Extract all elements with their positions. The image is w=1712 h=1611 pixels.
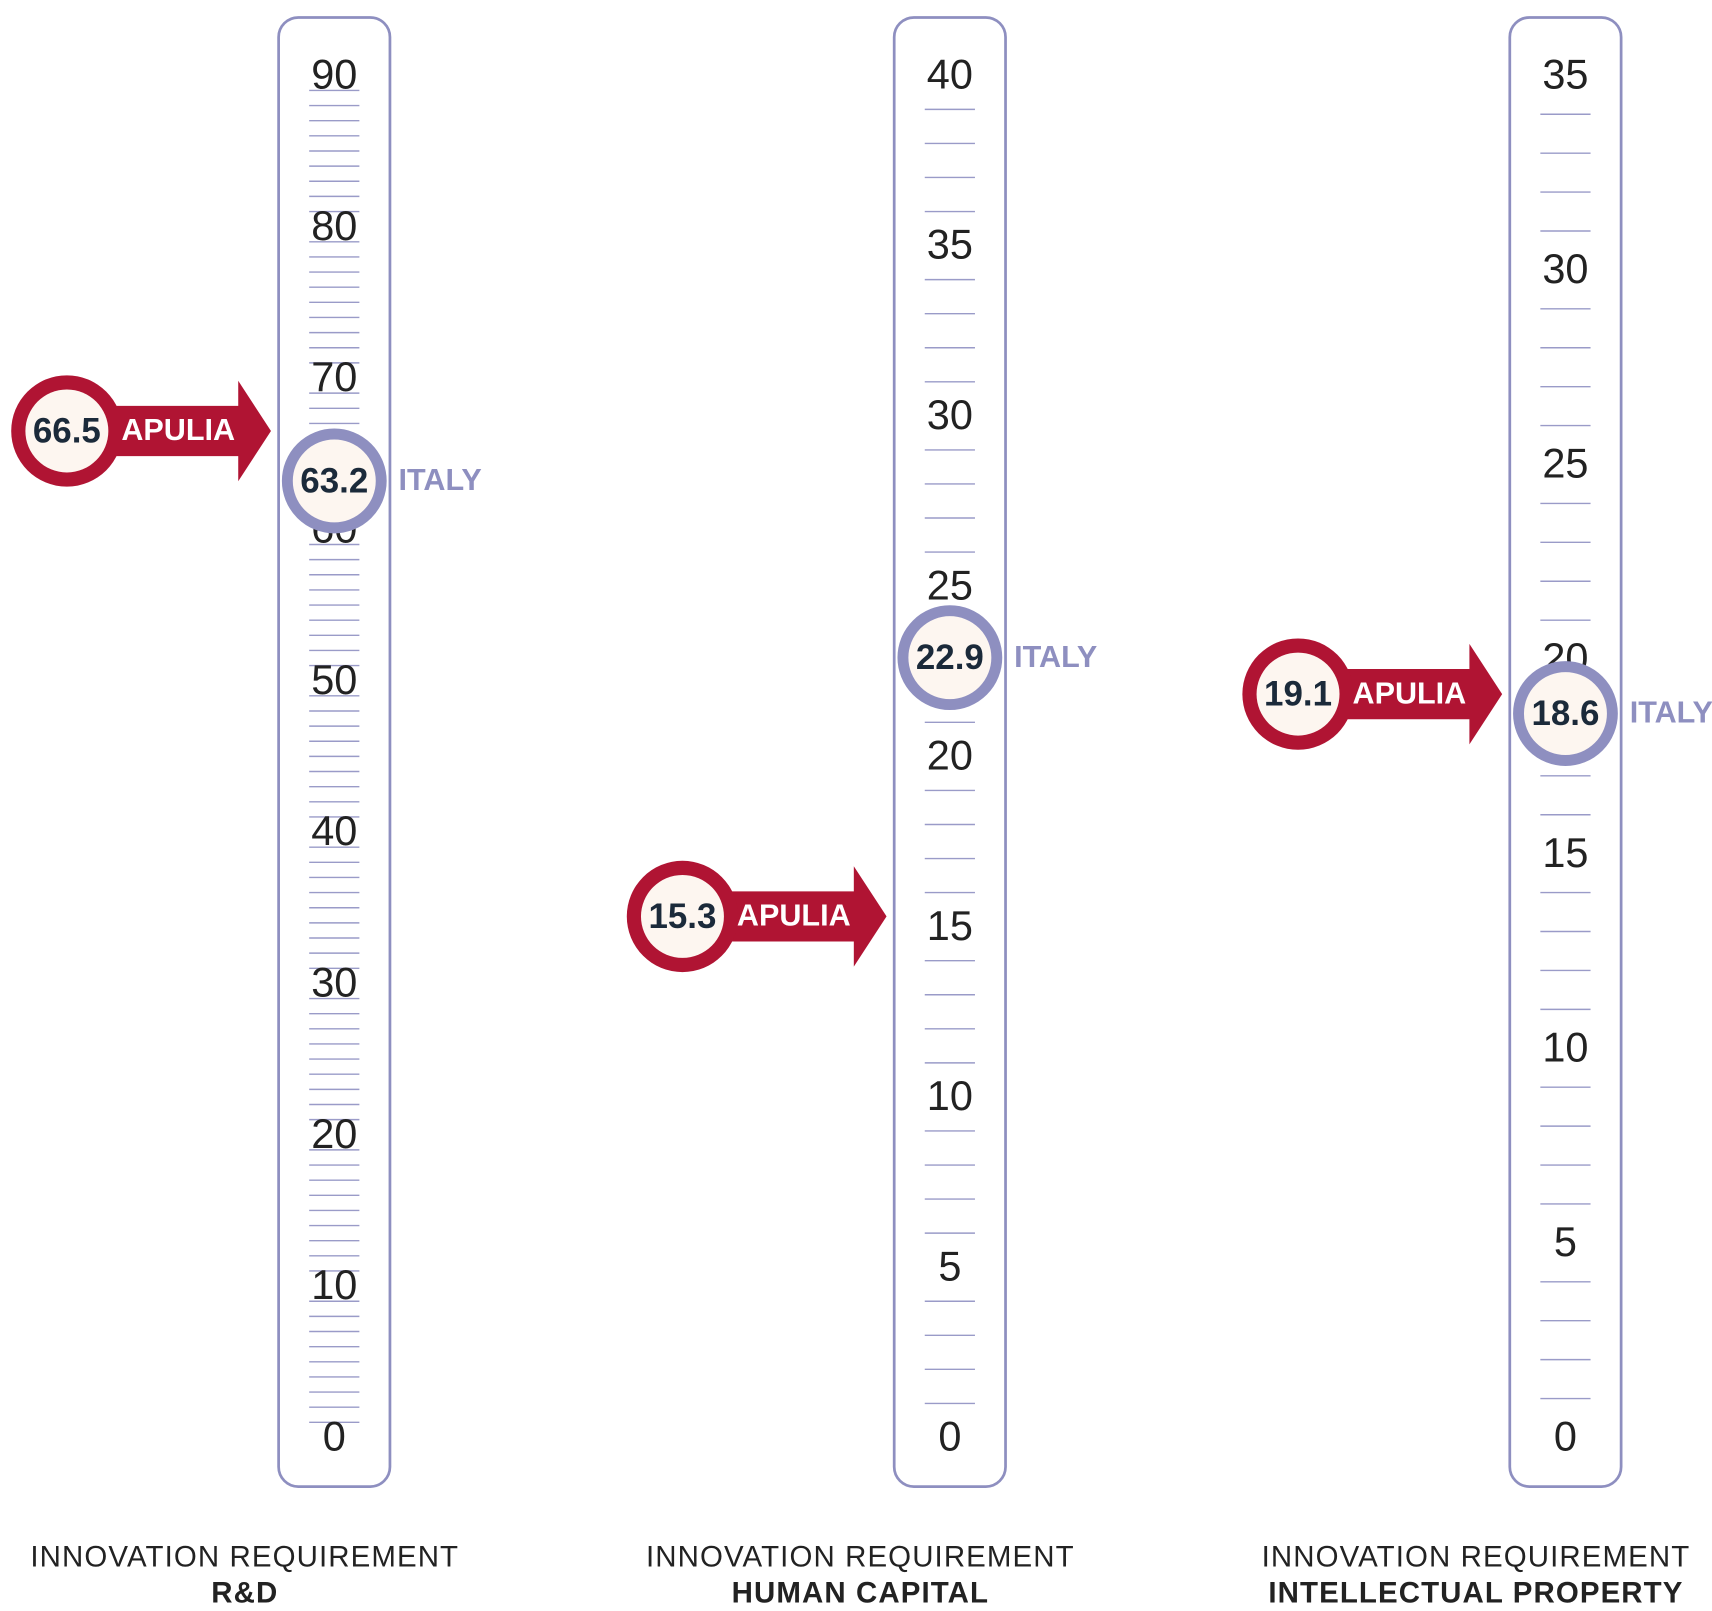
y-tick-label: 10 bbox=[311, 1261, 357, 1308]
gauge-tube bbox=[892, 16, 1007, 1488]
y-tick-label: 25 bbox=[1542, 440, 1588, 487]
chart-subtitle: R&D bbox=[211, 1576, 278, 1609]
y-tick-label: 30 bbox=[927, 391, 973, 438]
y-tick-label: 10 bbox=[927, 1072, 973, 1119]
chart-subtitle: HUMAN CAPITAL bbox=[732, 1576, 989, 1609]
y-tick-label: 0 bbox=[1554, 1413, 1577, 1460]
chart-title: INNOVATION REQUIREMENT bbox=[1262, 1540, 1691, 1573]
y-tick-label: 10 bbox=[1542, 1023, 1588, 1070]
region-name: APULIA bbox=[1353, 676, 1467, 710]
country-marker bbox=[1513, 661, 1618, 766]
country-name: ITALY bbox=[1014, 640, 1097, 674]
y-tick-label: 5 bbox=[1554, 1218, 1577, 1265]
y-tick-label: 25 bbox=[927, 561, 973, 608]
country-marker bbox=[281, 428, 387, 534]
country-name: ITALY bbox=[1630, 696, 1712, 730]
region-value: 66.5 bbox=[33, 411, 101, 450]
region-marker-inner bbox=[640, 874, 724, 958]
y-tick-label: 40 bbox=[311, 807, 357, 854]
country-marker bbox=[897, 605, 1003, 711]
chart-title: INNOVATION REQUIREMENT bbox=[646, 1540, 1075, 1573]
y-tick-label: 0 bbox=[938, 1413, 961, 1460]
y-tick-label: 90 bbox=[311, 50, 357, 97]
chart-subtitle: INTELLECTUAL PROPERTY bbox=[1268, 1576, 1683, 1609]
gauge-tube bbox=[277, 16, 392, 1488]
country-name: ITALY bbox=[399, 463, 482, 497]
y-tick-label: 70 bbox=[311, 353, 357, 400]
region-name: APULIA bbox=[121, 413, 235, 447]
y-tick-label: 20 bbox=[927, 732, 973, 779]
region-value: 19.1 bbox=[1264, 675, 1332, 714]
y-tick-label: 35 bbox=[1542, 50, 1588, 97]
y-tick-label: 0 bbox=[323, 1413, 346, 1460]
region-value: 15.3 bbox=[648, 897, 716, 936]
region-marker-inner bbox=[1256, 652, 1340, 736]
chart-title: INNOVATION REQUIREMENT bbox=[30, 1540, 459, 1573]
y-tick-label: 15 bbox=[1542, 829, 1588, 876]
y-tick-label: 80 bbox=[311, 202, 357, 249]
region-name: APULIA bbox=[737, 899, 851, 933]
y-tick-label: 35 bbox=[927, 221, 973, 268]
region-marker-inner bbox=[25, 389, 109, 473]
y-tick-label: 30 bbox=[311, 959, 357, 1006]
y-tick-label: 30 bbox=[1542, 245, 1588, 292]
y-tick-label: 40 bbox=[927, 50, 973, 97]
y-tick-label: 20 bbox=[311, 1110, 357, 1157]
country-value: 18.6 bbox=[1531, 694, 1599, 733]
country-value: 63.2 bbox=[300, 461, 368, 500]
region-marker bbox=[682, 866, 887, 967]
country-value: 22.9 bbox=[916, 638, 984, 677]
region-marker bbox=[66, 380, 271, 482]
y-tick-label: 5 bbox=[938, 1242, 961, 1289]
y-tick-label: 50 bbox=[311, 656, 357, 703]
y-tick-label: 15 bbox=[927, 902, 973, 949]
